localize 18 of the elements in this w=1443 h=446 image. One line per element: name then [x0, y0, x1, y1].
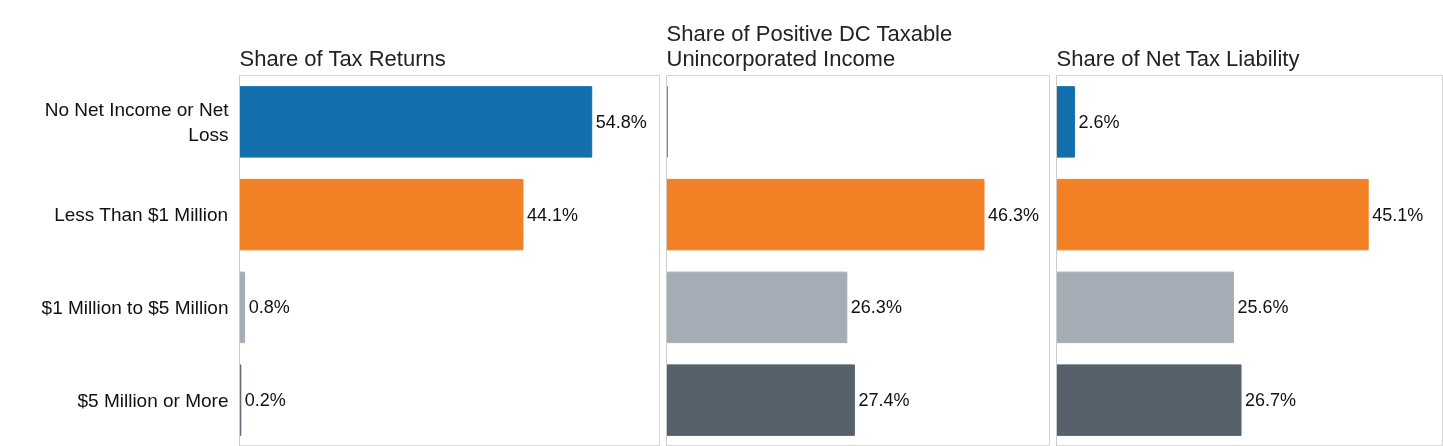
data-label: 45.1% — [1372, 204, 1424, 225]
data-label: 54.8% — [595, 111, 647, 132]
y-tick-label: $1 Million to $5 Million — [41, 296, 229, 318]
data-label: 0.8% — [248, 297, 290, 318]
data-label: 44.1% — [526, 204, 578, 225]
data-label: 26.3% — [850, 297, 902, 318]
chart-title: Share of Tax Returns — [239, 45, 446, 71]
chart-title: Share of Positive DC Taxable Unincorporated Income — [666, 20, 953, 71]
data-label: 46.3% — [987, 204, 1040, 225]
data-label: 0.2% — [244, 390, 286, 411]
chart-title: Share of Net Tax Liability — [1056, 45, 1300, 71]
data-label: 2.6% — [1078, 111, 1120, 132]
data-label: 25.6% — [1237, 297, 1289, 318]
y-tick-label: Less Than $1 Million — [54, 204, 229, 226]
y-tick-label: No Net Income or Net Loss — [44, 98, 230, 145]
y-tick-label: $5 Million or More — [77, 389, 229, 411]
data-label: 26.7% — [1245, 390, 1297, 411]
data-label: 27.4% — [858, 390, 910, 411]
